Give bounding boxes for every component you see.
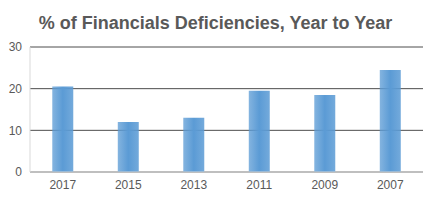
svg-text:0: 0 [15,165,22,179]
html-text:% of Financials Deficiencies,: % of Financials Deficiencies, Year to Ye… [38,13,393,33]
svg-text:2017: 2017 [49,178,76,192]
svg-text:2013: 2013 [180,178,207,192]
svg-text:2009: 2009 [311,178,338,192]
svg-text:2015: 2015 [115,178,142,192]
svg-text:30: 30 [9,40,23,54]
svg-text:2011: 2011 [246,178,272,192]
svg-text:10: 10 [9,124,23,138]
svg-text:20: 20 [9,82,23,96]
svg-text:2007: 2007 [377,178,404,192]
